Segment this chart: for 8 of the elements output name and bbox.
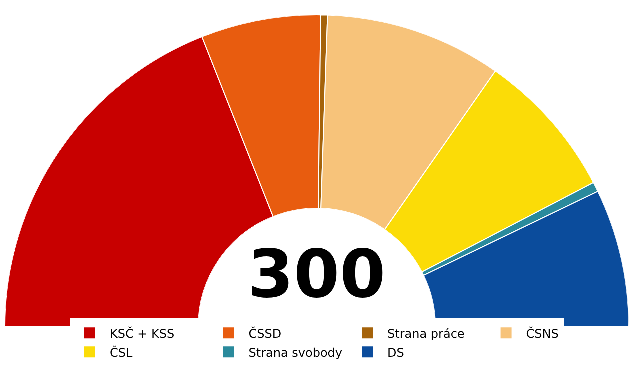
legend-label: Strana svobody xyxy=(248,346,343,360)
legend-label: KSČ + KSS xyxy=(110,326,175,341)
text: 300 xyxy=(248,236,386,313)
legend-label: DS xyxy=(388,346,404,360)
legend-label: ČSNS xyxy=(526,326,559,341)
legend-label: ČSSD xyxy=(248,326,282,341)
legend-label: ČSL xyxy=(110,344,133,360)
legend-label: Strana práce xyxy=(388,326,465,341)
